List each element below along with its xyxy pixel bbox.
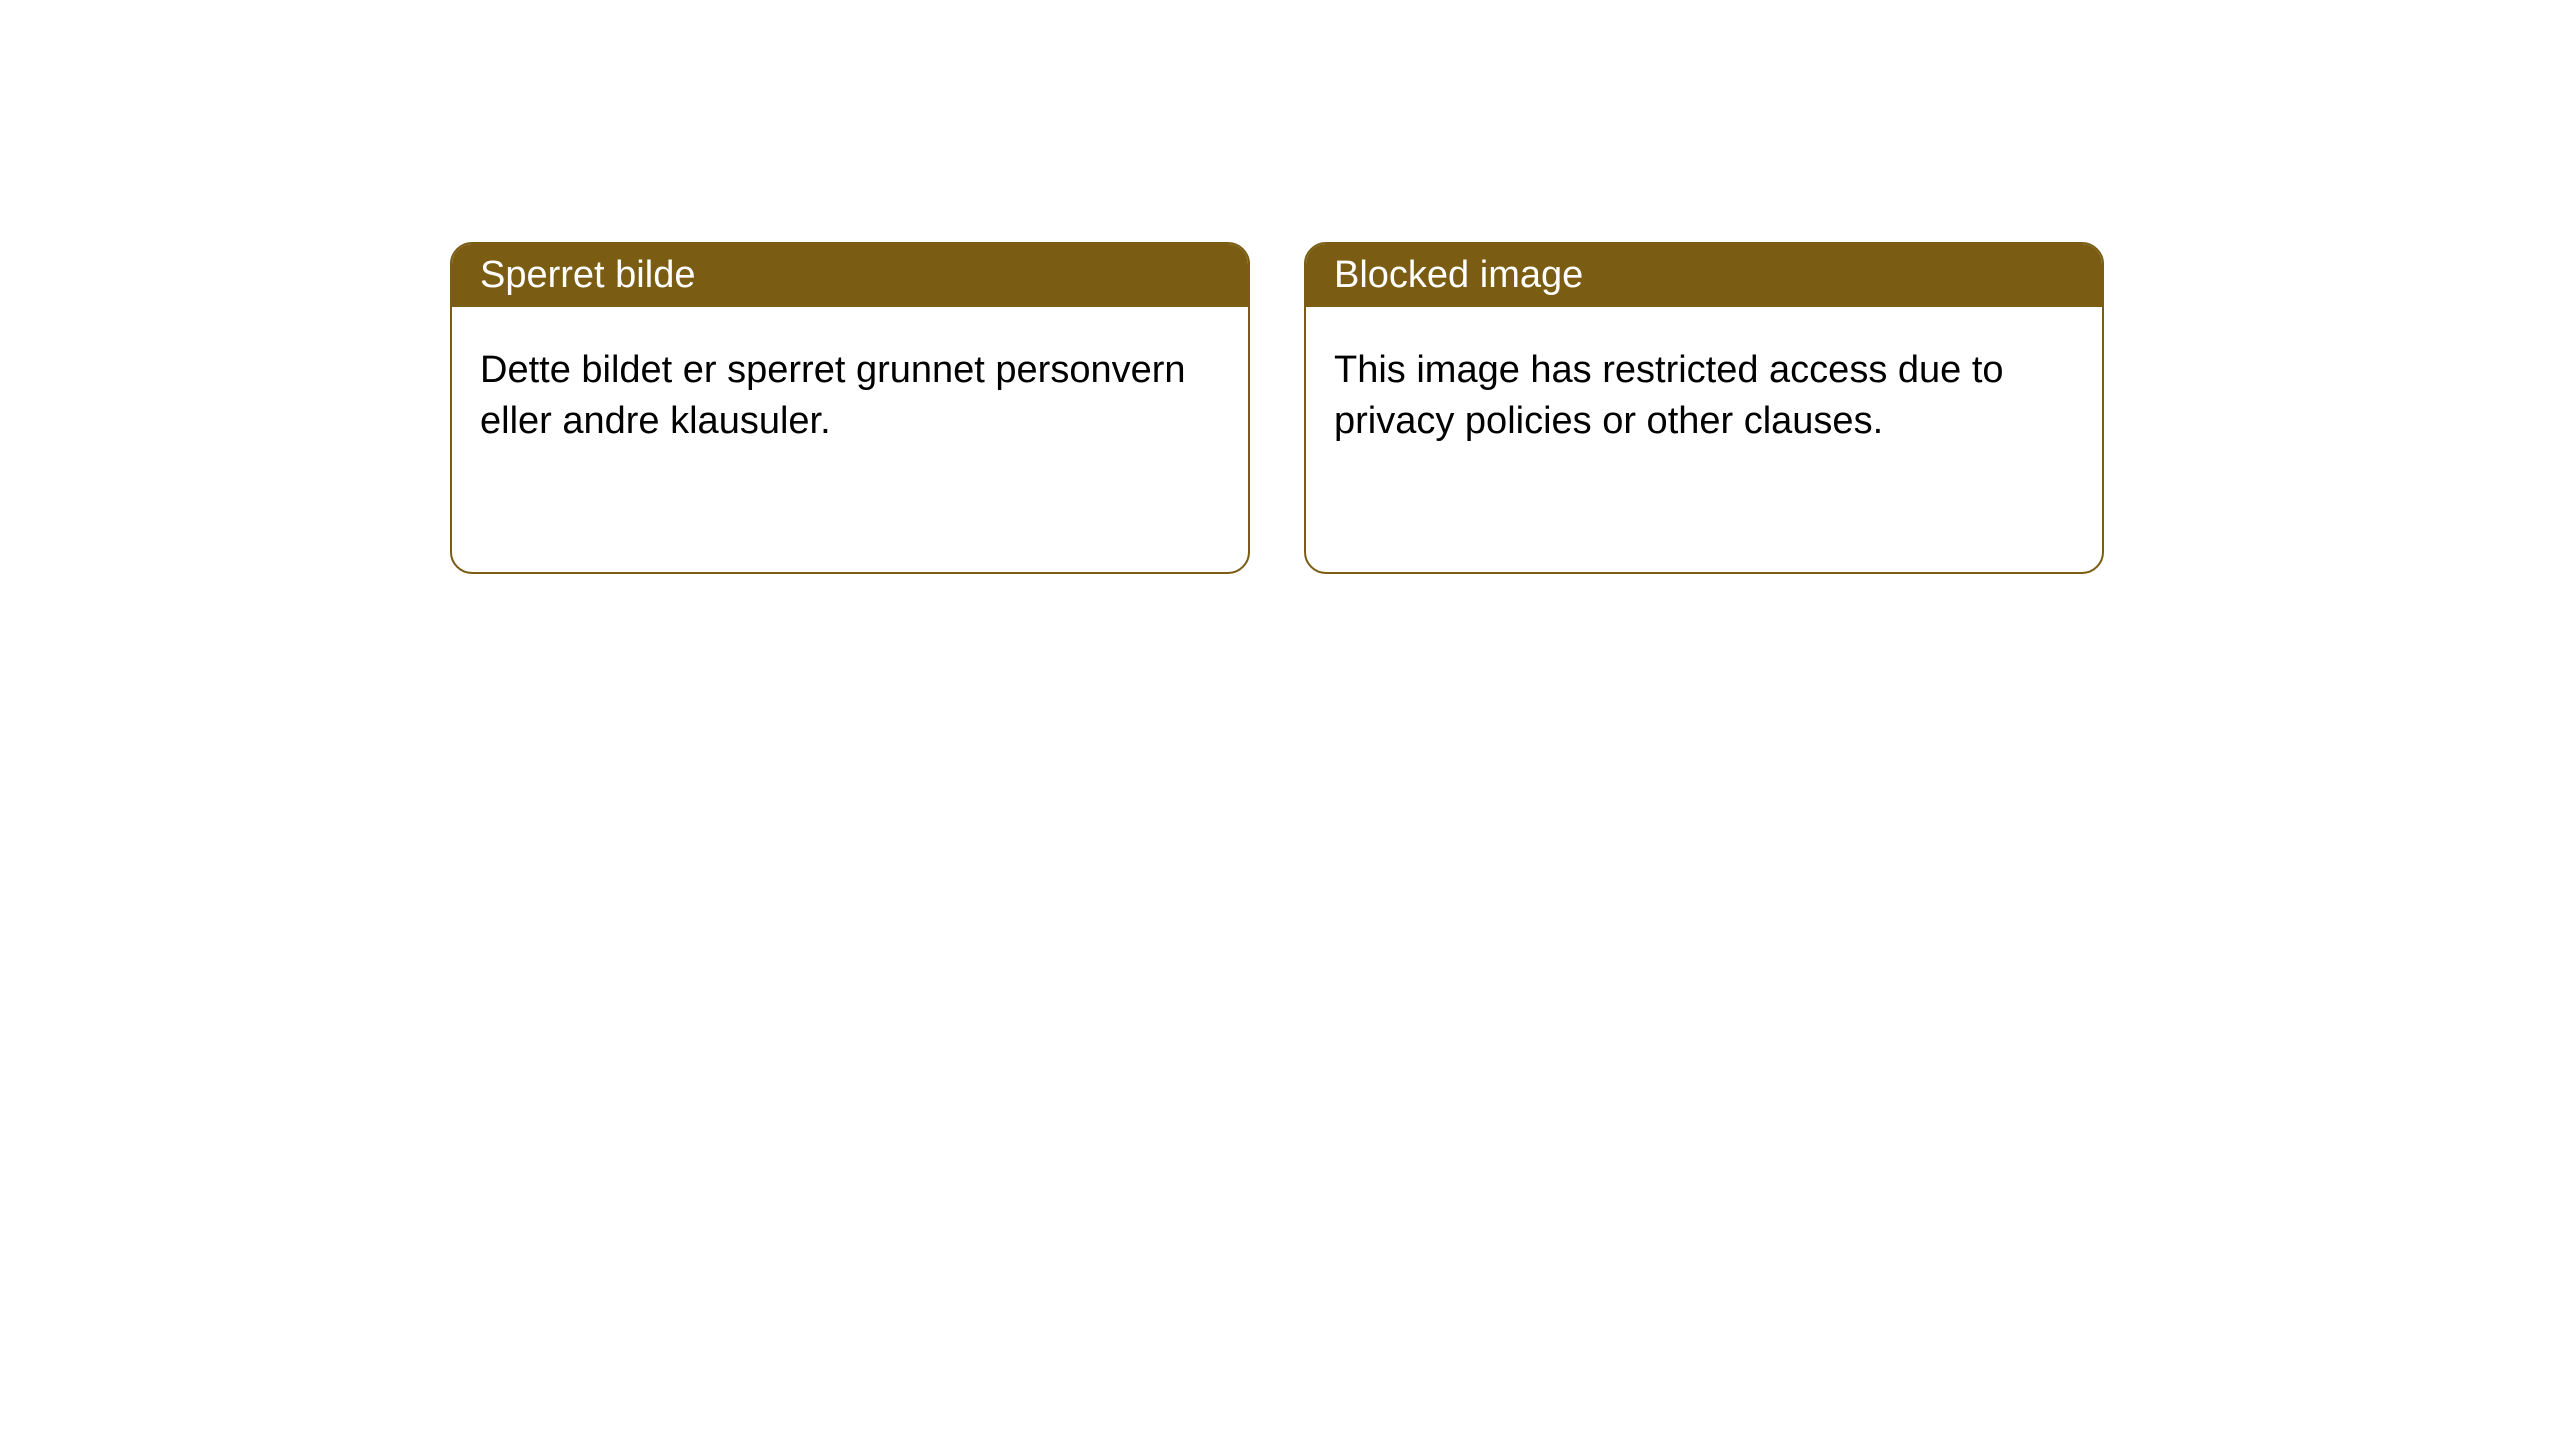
card-title: Blocked image [1334, 254, 1583, 296]
card-header: Blocked image [1306, 244, 2102, 307]
card-body: Dette bildet er sperret grunnet personve… [452, 307, 1248, 486]
card-title: Sperret bilde [480, 254, 695, 296]
notice-card-norwegian: Sperret bilde Dette bildet er sperret gr… [450, 242, 1250, 574]
card-header: Sperret bilde [452, 244, 1248, 307]
card-body: This image has restricted access due to … [1306, 307, 2102, 486]
notice-card-english: Blocked image This image has restricted … [1304, 242, 2104, 574]
notice-cards-row: Sperret bilde Dette bildet er sperret gr… [0, 0, 2560, 574]
card-body-text: This image has restricted access due to … [1334, 349, 2004, 442]
card-body-text: Dette bildet er sperret grunnet personve… [480, 349, 1186, 442]
